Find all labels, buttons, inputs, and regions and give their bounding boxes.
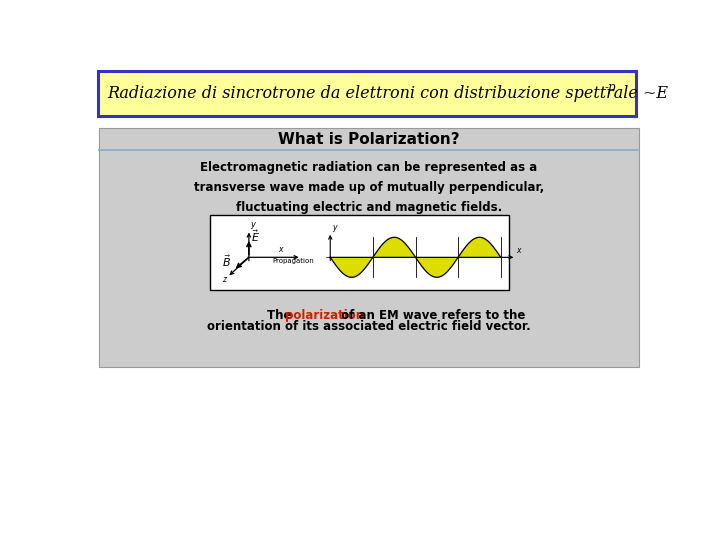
Text: y: y xyxy=(332,224,336,232)
Text: z: z xyxy=(222,275,226,284)
Text: Propagation: Propagation xyxy=(272,258,314,264)
FancyBboxPatch shape xyxy=(98,71,636,116)
FancyBboxPatch shape xyxy=(99,128,639,367)
Text: -p: -p xyxy=(605,82,616,94)
Text: $\vec{E}$: $\vec{E}$ xyxy=(251,228,260,244)
Text: Radiazione di sincrotrone da elettroni con distribuzione spettrale ~E: Radiazione di sincrotrone da elettroni c… xyxy=(107,85,668,102)
Text: y: y xyxy=(251,220,256,230)
Text: x: x xyxy=(279,245,283,254)
Text: The: The xyxy=(267,308,296,321)
Text: Electromagnetic radiation can be represented as a
transverse wave made up of mut: Electromagnetic radiation can be represe… xyxy=(194,161,544,214)
Text: x: x xyxy=(516,246,521,255)
Text: polarization: polarization xyxy=(285,308,364,321)
Text: $\vec{B}$: $\vec{B}$ xyxy=(222,254,230,269)
Text: What is Polarization?: What is Polarization? xyxy=(278,132,460,147)
FancyBboxPatch shape xyxy=(210,215,508,291)
Text: orientation of its associated electric field vector.: orientation of its associated electric f… xyxy=(207,320,531,333)
Text: of an EM wave refers to the: of an EM wave refers to the xyxy=(337,308,526,321)
